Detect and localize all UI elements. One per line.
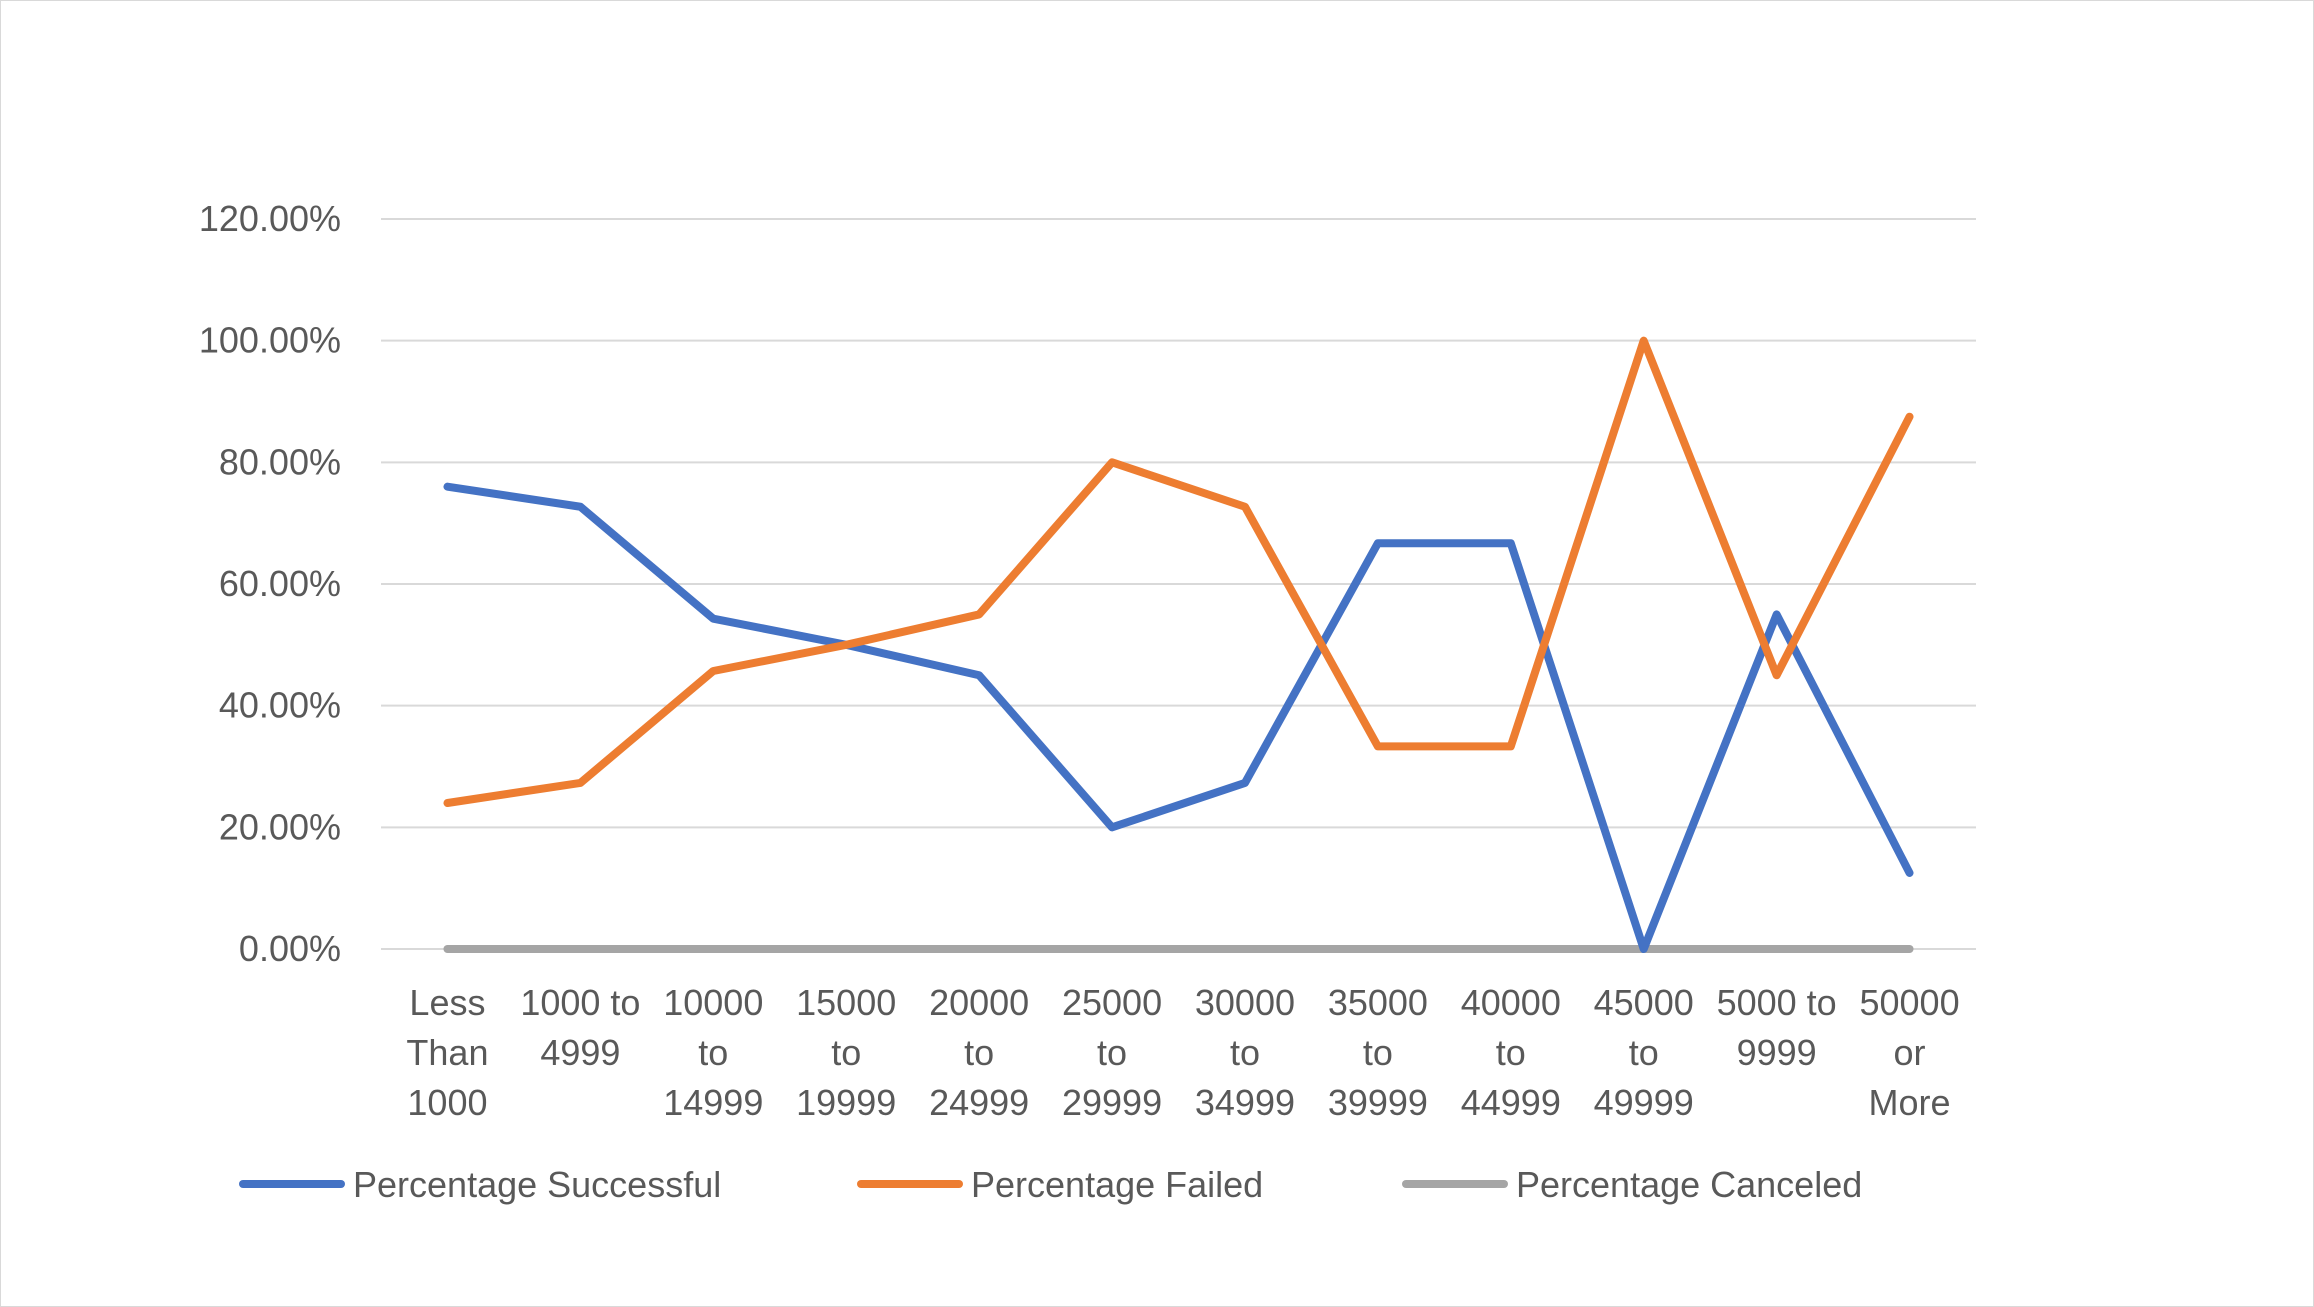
x-tick-label-line: 35000 [1328,982,1428,1023]
x-tick-label-line: or [1894,1032,1926,1073]
x-tick-label: 30000 to 34999 [1195,982,1295,1123]
x-tick-label: 5000 to 9999 [1717,982,1837,1073]
x-tick-label-line: 9999 [1737,1032,1817,1073]
plot-series [443,336,1914,953]
legend-label: Percentage Successful [353,1164,721,1205]
x-tick-label: 20000 to 24999 [929,982,1029,1123]
x-tick-label-line: 14999 [663,1082,763,1123]
x-tick-label-line: to [698,1032,728,1073]
x-tick-label-line: 30000 [1195,982,1295,1023]
y-axis-tick-labels: 0.00% 20.00% 40.00% 60.00% 80.00% 100.00% 120.… [199,198,341,969]
x-tick-label-line: to [1097,1032,1127,1073]
x-tick-label: 25000 to 29999 [1062,982,1162,1123]
x-tick-label-line: Than [406,1032,488,1073]
y-tick-label: 80.00% [219,441,341,482]
legend-label: Percentage Failed [971,1164,1263,1205]
x-tick-label-line: 10000 [663,982,763,1023]
x-tick-label-line: 45000 [1594,982,1694,1023]
x-tick-label: 40000 to 44999 [1461,982,1561,1123]
legend-label: Percentage Canceled [1516,1164,1862,1205]
x-tick-label-line: to [1629,1032,1659,1073]
x-tick-label-line: 15000 [796,982,896,1023]
x-tick-label-line: Less [409,982,485,1023]
x-tick-label-line: 40000 [1461,982,1561,1023]
series-line-percentage-successful [443,482,1914,953]
x-tick-label-line: 50000 [1859,982,1959,1023]
x-tick-label-line: to [831,1032,861,1073]
gridlines [381,218,1976,950]
y-tick-label: 100.00% [199,320,341,361]
x-tick-label-line: 34999 [1195,1082,1295,1123]
x-tick-label-line: 4999 [540,1032,620,1073]
x-tick-label-line: 49999 [1594,1082,1694,1123]
legend: Percentage Successful Percentage Failed Pe… [239,1164,1862,1205]
x-tick-label-line: 19999 [796,1082,896,1123]
x-tick-label-line: 39999 [1328,1082,1428,1123]
y-tick-label: 120.00% [199,198,341,239]
x-tick-label: 45000 to 49999 [1594,982,1694,1123]
x-tick-label: Less Than 1000 [406,982,488,1123]
x-tick-label-line: to [964,1032,994,1073]
x-tick-label: 35000 to 39999 [1328,982,1428,1123]
x-tick-label-line: 25000 [1062,982,1162,1023]
x-tick-label-line: 29999 [1062,1082,1162,1123]
y-tick-label: 20.00% [219,806,341,847]
x-tick-label-line: 20000 [929,982,1029,1023]
y-tick-label: 40.00% [219,685,341,726]
x-tick-label-line: to [1230,1032,1260,1073]
x-tick-label-line: 5000 to [1717,982,1837,1023]
x-tick-label-line: 1000 to [520,982,640,1023]
x-tick-label: 15000 to 19999 [796,982,896,1123]
x-tick-label-line: 1000 [407,1082,487,1123]
x-tick-label-line: More [1869,1082,1951,1123]
x-axis-tick-labels: Less Than 1000 1000 to 4999 10000 to 14999 15000… [406,982,1959,1123]
x-tick-label-line: 44999 [1461,1082,1561,1123]
x-tick-label: 50000 or More [1859,982,1959,1123]
x-tick-label: 10000 to 14999 [663,982,763,1123]
x-tick-label-line: to [1496,1032,1526,1073]
series-line-percentage-failed [443,336,1914,807]
x-tick-label-line: to [1363,1032,1393,1073]
x-tick-label: 1000 to 4999 [520,982,640,1073]
y-tick-label: 0.00% [239,928,341,969]
y-tick-label: 60.00% [219,563,341,604]
x-tick-label-line: 24999 [929,1082,1029,1123]
